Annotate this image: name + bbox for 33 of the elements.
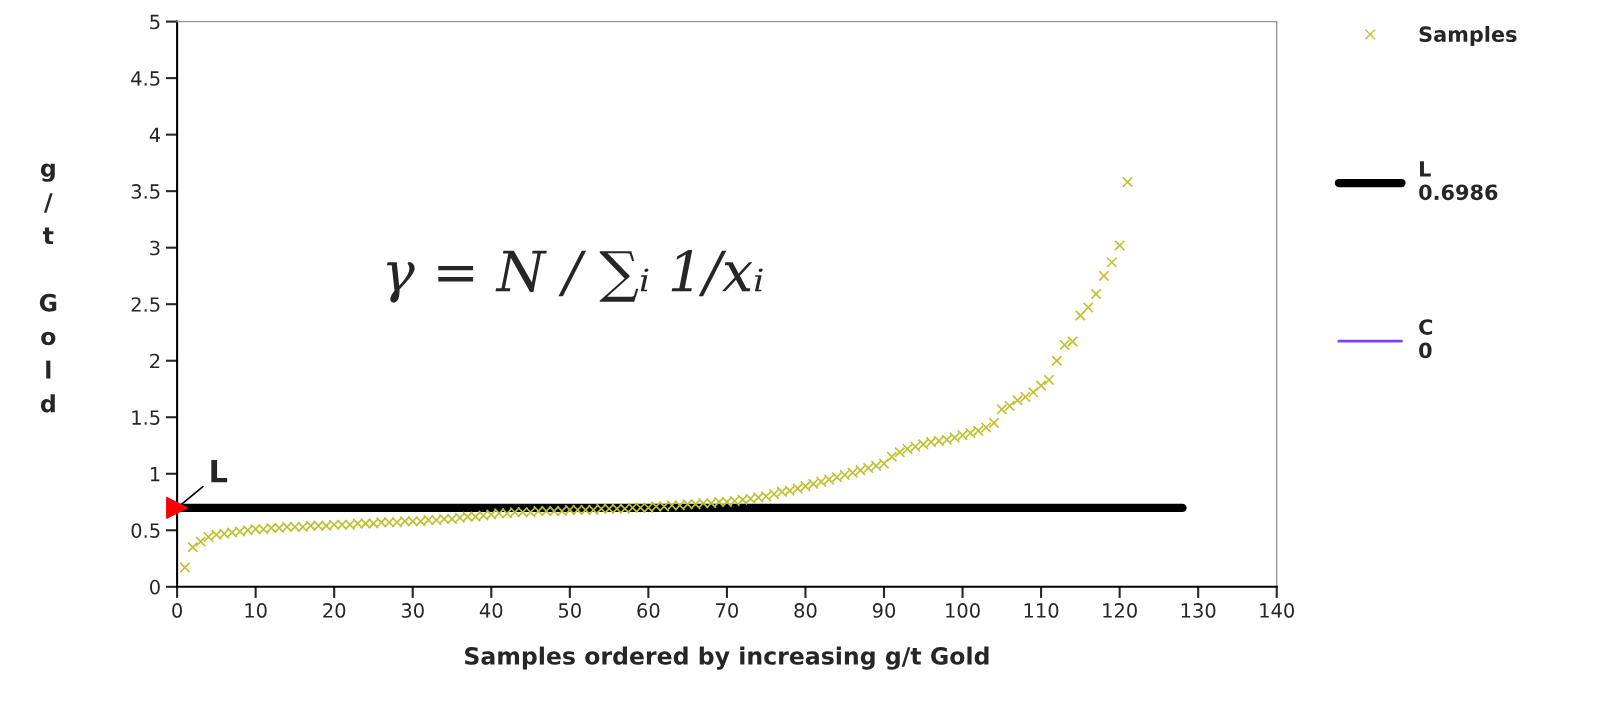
x-tick-label: 120: [1103, 603, 1137, 618]
legend-label: Samples: [1419, 25, 1517, 47]
x-tick-label: 60: [637, 603, 660, 618]
annotation: L: [211, 460, 228, 483]
x-tick-label: 20: [323, 603, 346, 618]
legend-label: L 0.6986: [1419, 161, 1498, 201]
y-tick-label: 0.5: [131, 523, 160, 538]
y-tick-label: 0: [150, 579, 160, 595]
y-tick-label: 4: [149, 127, 161, 143]
annotation: γ = N / ∑ᵢ 1/xᵢ: [386, 249, 763, 303]
y-tick-label: 3.5: [131, 184, 160, 199]
text: g/t Gold: [39, 163, 57, 413]
x-tick-label: 70: [716, 603, 738, 618]
x-tick-label: 100: [946, 603, 980, 618]
x-tick-label: 140: [1260, 603, 1294, 618]
x-axis-title: Samples ordered by increasing g/t Gold: [465, 646, 989, 670]
y-tick-label: 2.5: [131, 297, 160, 312]
x-tick-label: 90: [872, 603, 896, 618]
y-tick-label: 4.5: [131, 71, 160, 86]
legend-label: C 0: [1419, 319, 1433, 359]
y-tick-label: 5: [150, 14, 160, 30]
y-tick-label: 2: [150, 353, 160, 369]
x-tick-label: 130: [1181, 603, 1216, 618]
x-tick-label: 50: [558, 603, 581, 618]
x-tick-label: 80: [794, 603, 817, 618]
x-tick-label: 10: [245, 603, 267, 618]
y-tick-label: 3: [150, 240, 160, 256]
x-tick-label: 40: [479, 603, 503, 618]
y-tick-label: 1.5: [132, 410, 160, 425]
x-tick-label: 110: [1024, 603, 1059, 618]
x-tick-label: 0: [172, 603, 182, 618]
y-tick-label: 1: [150, 466, 160, 482]
x-tick-label: 30: [401, 603, 424, 618]
